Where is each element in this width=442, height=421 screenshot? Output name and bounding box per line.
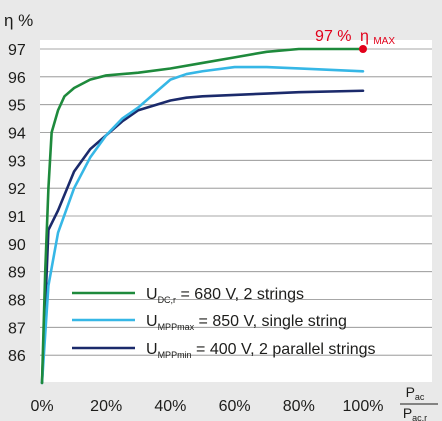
y-tick-label: 95 xyxy=(8,98,26,115)
max-annotation-value: 97 % xyxy=(315,28,351,45)
svg-text:Pac,r: Pac,r xyxy=(403,405,427,421)
legend-sub: MPPmin xyxy=(158,350,192,360)
x-tick-label: 60% xyxy=(219,398,251,415)
legend-text: = 680 V, 2 strings xyxy=(176,286,304,303)
y-tick-label: 89 xyxy=(8,265,26,282)
y-tick-label: 88 xyxy=(8,293,26,310)
x-axis-den-sub: ac,r xyxy=(412,413,427,421)
y-axis-label: η % xyxy=(4,11,33,30)
x-tick-label: 20% xyxy=(90,398,122,415)
y-tick-label: 87 xyxy=(8,320,26,337)
x-tick-labels: 0% 20% 40% 60% 80% 100% xyxy=(30,398,383,415)
legend-entry: UMPPmax = 850 V, single string xyxy=(146,313,347,332)
series-line xyxy=(40,89,365,385)
legend-main: U xyxy=(146,313,158,330)
x-axis-num-sub: ac xyxy=(415,392,425,402)
x-tick-label: 100% xyxy=(343,398,384,415)
y-tick-label: 86 xyxy=(8,348,26,365)
x-axis-label: Pac Pac,r xyxy=(400,384,438,421)
max-annotation-sub: MAX xyxy=(373,36,395,47)
plot-area xyxy=(40,40,432,382)
x-tick-label: 40% xyxy=(154,398,186,415)
max-annotation: 97 % η MAX xyxy=(315,28,395,53)
max-annotation-label: 97 % η MAX xyxy=(315,28,395,47)
legend-sub: DC,r xyxy=(158,295,177,305)
legend-main: U xyxy=(146,341,158,358)
y-tick-label: 94 xyxy=(8,126,26,143)
legend-sub: MPPmax xyxy=(158,322,195,332)
max-point xyxy=(359,45,367,53)
series-line xyxy=(40,65,365,385)
legend-text: = 850 V, single string xyxy=(194,313,347,330)
svg-text:Pac: Pac xyxy=(406,384,425,402)
y-tick-label: 92 xyxy=(8,181,26,198)
legend-text: = 400 V, 2 parallel strings xyxy=(192,341,376,358)
y-tick-label: 91 xyxy=(8,209,26,226)
x-tick-label: 0% xyxy=(30,398,53,415)
y-tick-label: 90 xyxy=(8,237,26,254)
y-tick-label: 97 xyxy=(8,42,26,59)
series-line xyxy=(40,47,365,385)
y-tick-labels: 86 87 88 89 90 91 92 93 94 95 96 97 xyxy=(8,42,26,365)
x-axis-den-main: P xyxy=(403,405,412,421)
y-tick-label: 96 xyxy=(8,70,26,87)
x-axis-num-main: P xyxy=(406,384,415,400)
max-annotation-symbol: η xyxy=(360,28,369,45)
x-tick-label: 80% xyxy=(283,398,315,415)
legend-main: U xyxy=(146,286,158,303)
series-lines xyxy=(40,47,365,385)
legend-entry: UMPPmin = 400 V, 2 parallel strings xyxy=(146,341,376,360)
y-tick-label: 93 xyxy=(8,153,26,170)
legend-entry: UDC,r = 680 V, 2 strings xyxy=(146,286,304,305)
